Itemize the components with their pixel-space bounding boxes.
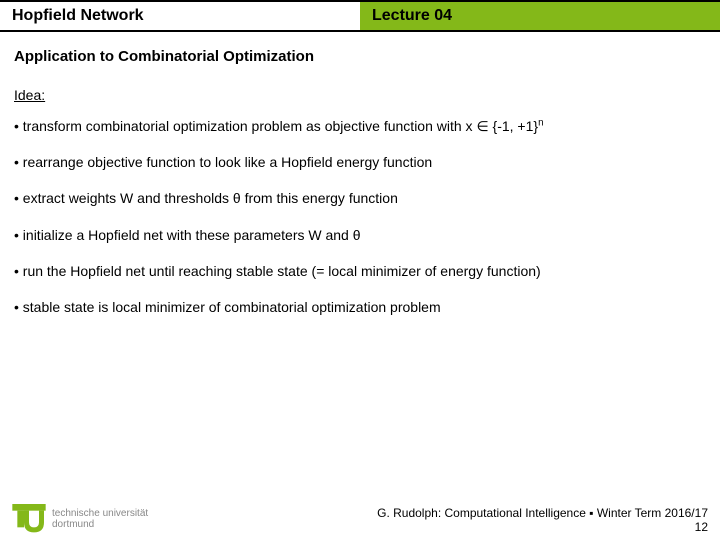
university-logo: technische universität dortmund <box>12 504 148 534</box>
page-number: 12 <box>377 520 708 534</box>
section-title: Application to Combinatorial Optimizatio… <box>14 48 706 65</box>
bullet-item: • rearrange objective function to look l… <box>14 153 706 171</box>
bullet-item: • initialize a Hopfield net with these p… <box>14 226 706 244</box>
slide-content: Application to Combinatorial Optimizatio… <box>0 32 720 316</box>
tu-logo-icon <box>12 504 46 534</box>
university-name: technische universität dortmund <box>52 508 148 530</box>
uni-line1: technische universität <box>52 508 148 519</box>
slide-header: Hopfield Network Lecture 04 <box>0 0 720 32</box>
uni-line2: dortmund <box>52 519 148 530</box>
idea-label: Idea: <box>14 87 706 103</box>
bullet-item: • transform combinatorial optimization p… <box>14 117 706 135</box>
bullet-sup: n <box>538 117 543 128</box>
header-left-title: Hopfield Network <box>0 0 360 32</box>
slide-footer: technische universität dortmund G. Rudol… <box>0 504 720 534</box>
bullet-text: • transform combinatorial optimization p… <box>14 118 538 134</box>
footer-credit-area: G. Rudolph: Computational Intelligence ▪… <box>377 506 708 534</box>
footer-credit: G. Rudolph: Computational Intelligence ▪… <box>377 506 708 520</box>
bullet-item: • extract weights W and thresholds θ fro… <box>14 189 706 207</box>
bullet-item: • run the Hopfield net until reaching st… <box>14 262 706 280</box>
bullet-item: • stable state is local minimizer of com… <box>14 298 706 316</box>
header-right-lecture: Lecture 04 <box>360 0 720 32</box>
